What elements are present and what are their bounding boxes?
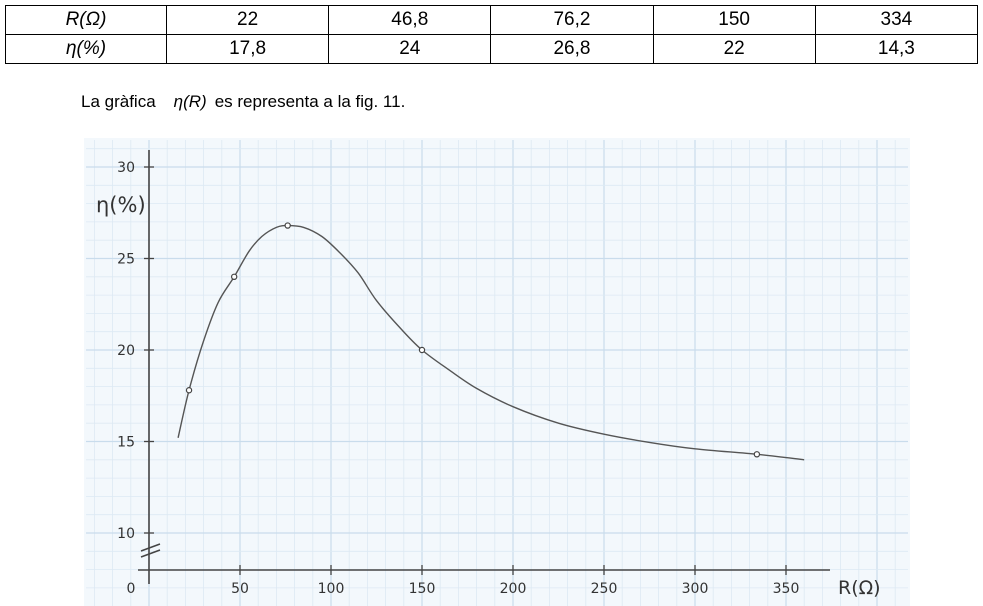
axis-break-mark [140,543,161,552]
data-points [185,222,761,458]
axes [138,150,830,584]
data-table: R(Ω) 22 46,8 76,2 150 334 η(%) 17,8 24 2… [5,5,979,64]
data-point [230,273,238,280]
r-cell: 76,2 [490,5,654,35]
x-tick-label: 300 [682,581,709,597]
grid [86,140,908,606]
caption-suffix: es representa a la fig. 11. [214,92,406,111]
y-tick-label: 20 [117,343,135,359]
header-r-cell: R(Ω) [5,5,167,35]
y-tick-label: 30 [117,160,135,176]
data-point [753,451,761,458]
caption-prefix: La gràfica [81,92,156,111]
caption-symbol: η(R) [173,92,207,111]
r-cell: 22 [165,5,330,35]
table-row-r: R(Ω) 22 46,8 76,2 150 334 [5,5,979,35]
eta-cell: 14,3 [814,34,979,64]
data-point [185,387,193,394]
eta-cell: 17,8 [165,34,330,64]
x-tick-label: 50 [231,581,249,597]
figure-caption: La gràfica η(R) es representa a la fig. 11… [81,92,405,112]
x-tick-label: 200 [500,581,527,597]
r-cell: 334 [814,5,979,35]
data-point [418,346,426,354]
eta-cell: 22 [652,34,816,64]
y-tick-label: 10 [117,526,135,542]
y-tick-label: 25 [117,252,135,268]
x-tick-label: 0 [127,581,136,597]
eta-cell: 24 [328,34,492,64]
eta-cell: 26,8 [490,34,654,64]
header-eta-cell: η(%) [5,34,167,64]
y-tick-label: 15 [117,435,135,451]
x-tick-label: 150 [409,581,436,597]
axis-break-mark [140,549,161,558]
y-axis-label: η(%) [96,193,146,217]
x-tick-label: 100 [318,581,345,597]
table-row-eta: η(%) 17,8 24 26,8 22 14,3 [5,34,979,64]
x-axis-label: R(Ω) [838,577,881,599]
x-tick-label: 250 [591,581,618,597]
x-tick-label: 350 [773,581,800,597]
data-point [284,222,291,229]
